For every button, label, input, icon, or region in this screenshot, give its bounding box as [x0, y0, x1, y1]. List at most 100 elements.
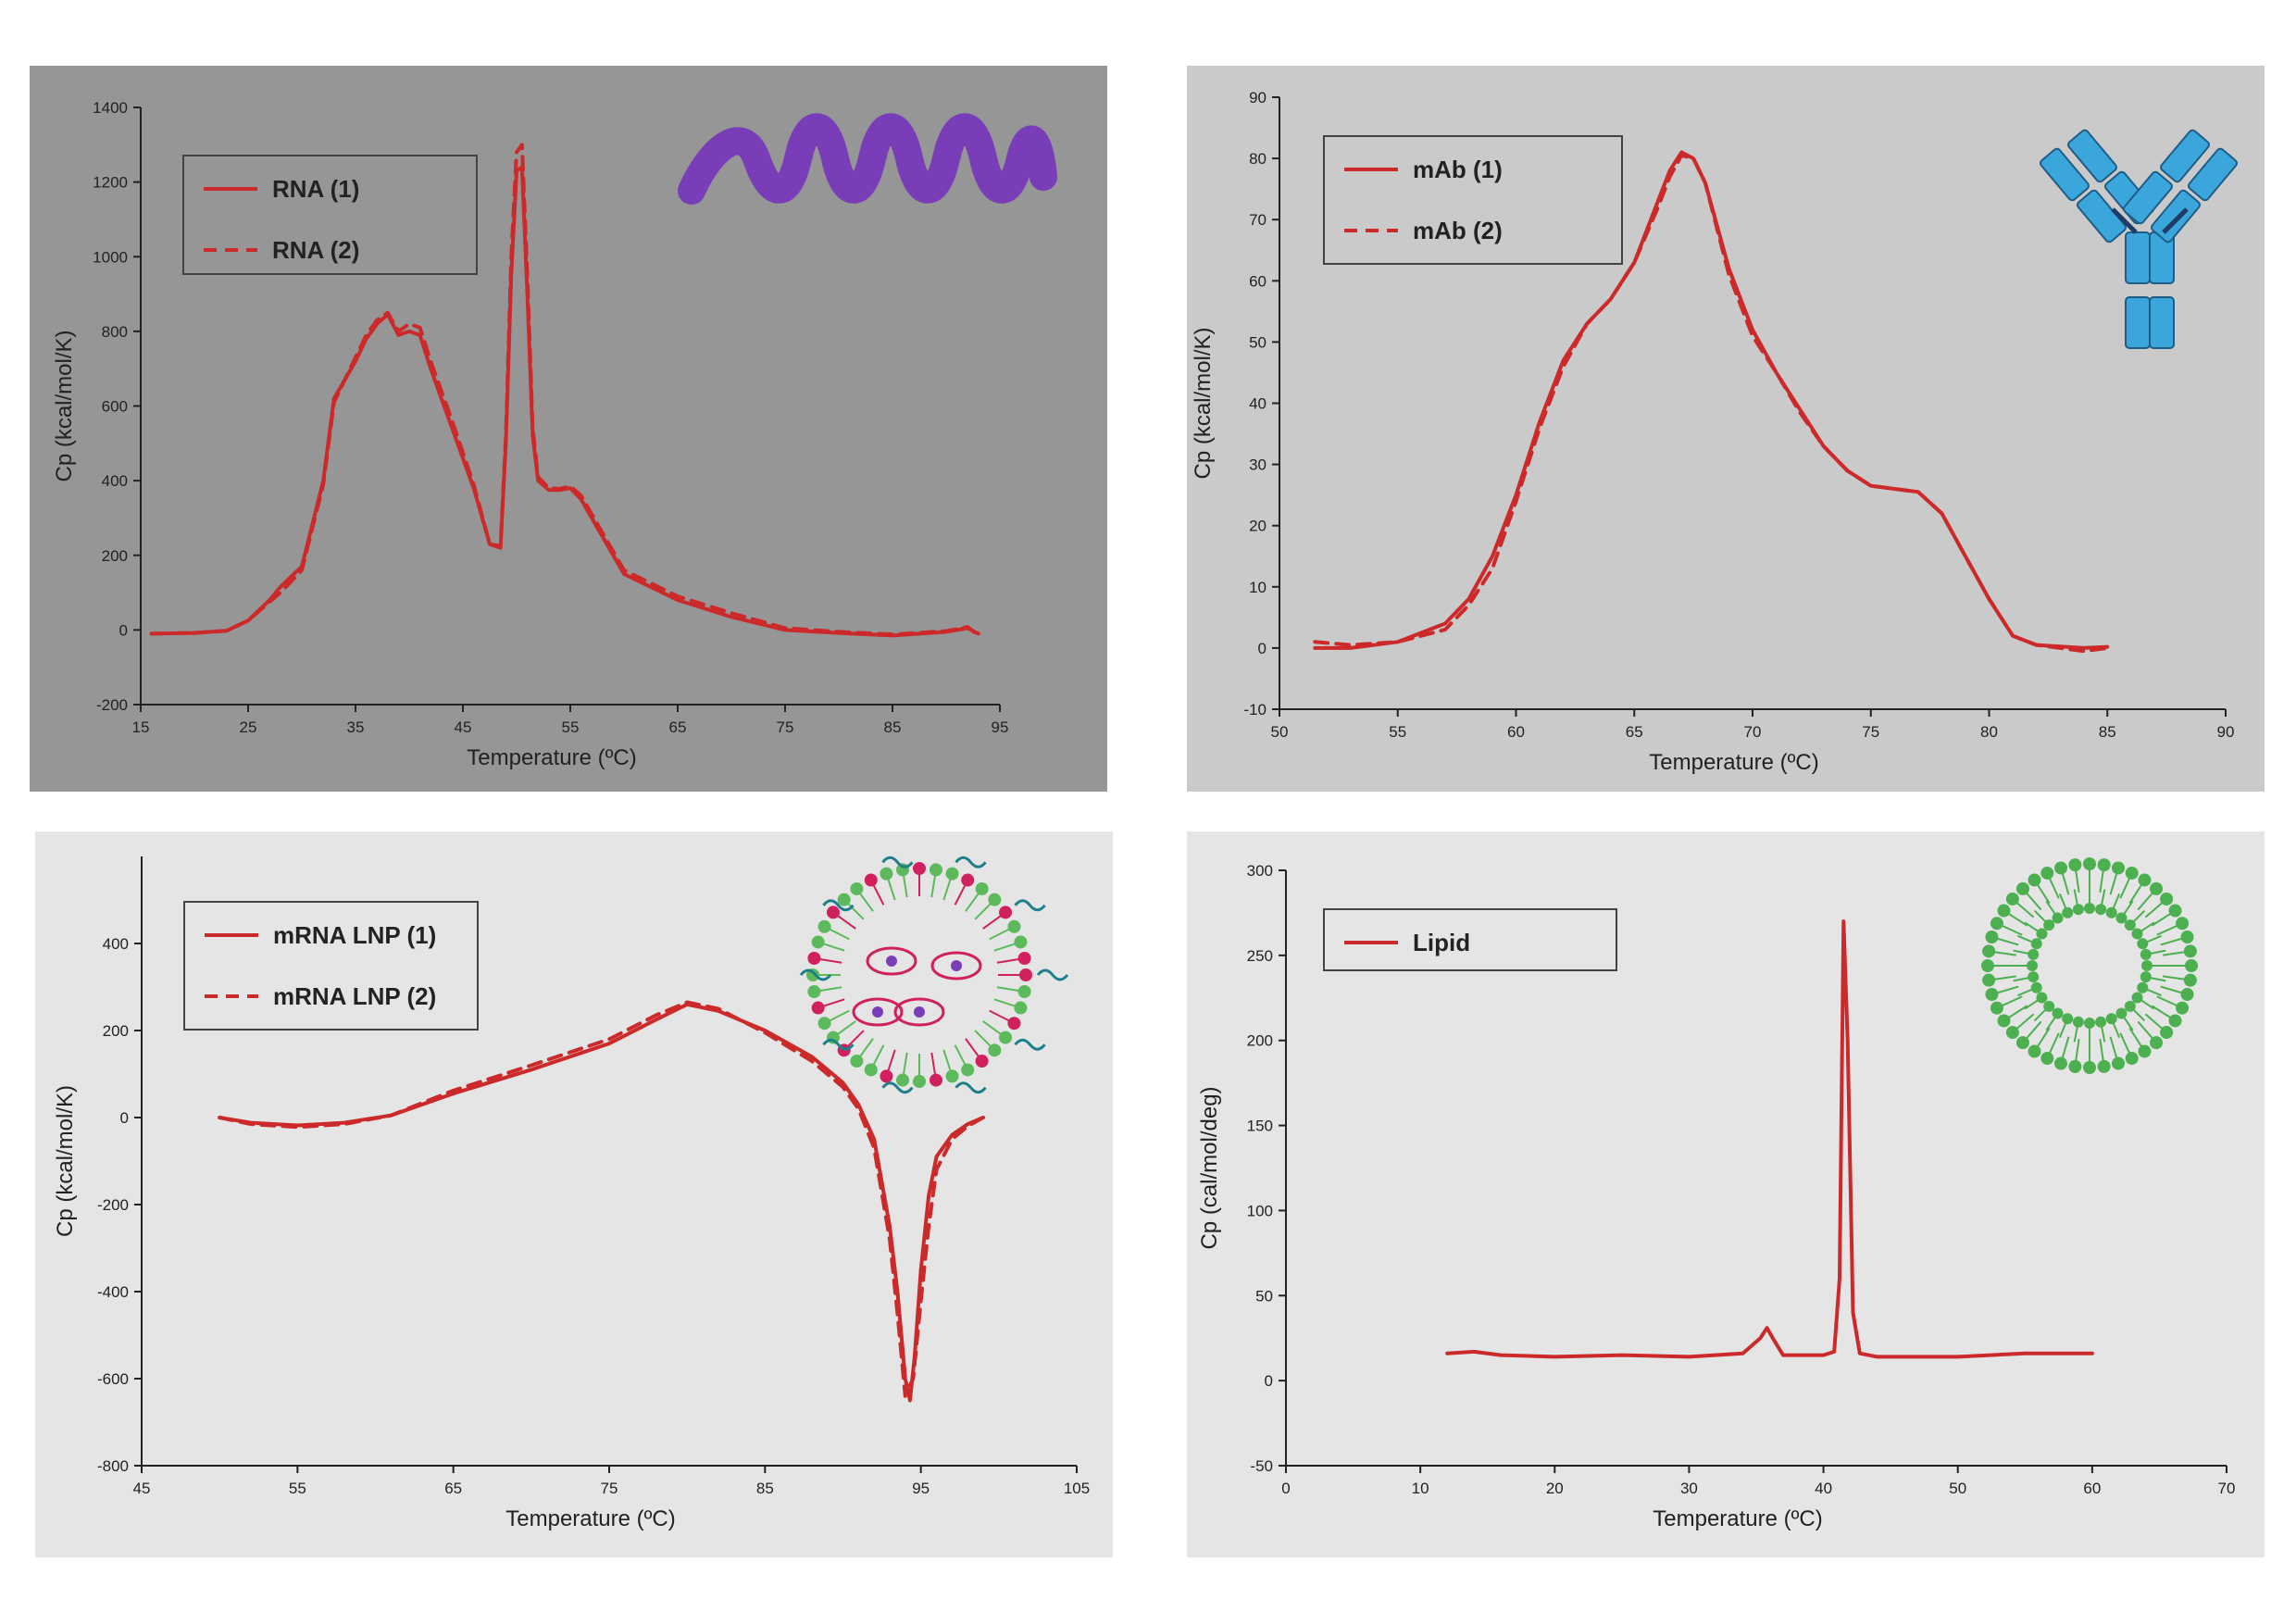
x-tick-label: 95 [992, 718, 1009, 736]
y-tick-label: 800 [102, 323, 128, 341]
legend: RNA (1) RNA (2) [182, 155, 478, 275]
y-tick-label: 70 [1249, 211, 1267, 229]
x-axis-label: Temperature (ºC) [467, 745, 636, 770]
y-tick-label: 600 [102, 398, 128, 416]
y-tick-label: 0 [120, 1109, 129, 1127]
x-tick-label: 95 [912, 1480, 930, 1497]
x-tick-label: 85 [756, 1480, 774, 1497]
y-tick-label: 250 [1247, 947, 1273, 965]
y-tick-label: 200 [1247, 1032, 1273, 1050]
x-tick-label: 85 [884, 718, 902, 736]
y-axis-label: Cp (cal/mol/deg) [1197, 1086, 1222, 1249]
x-tick-label: 45 [133, 1480, 151, 1497]
x-tick-label: 0 [1281, 1480, 1290, 1497]
y-tick-label: 200 [102, 547, 128, 565]
y-tick-label: -200 [96, 696, 128, 714]
y-tick-label: 100 [1247, 1202, 1273, 1219]
x-axis-label: Temperature (ºC) [505, 1506, 675, 1531]
x-tick-label: 55 [1389, 723, 1406, 741]
y-tick-label: 50 [1255, 1287, 1273, 1305]
chart-svg: -800 -600 -400 -200 0 200 400 45 55 65 75 85 95 105 Te… [35, 831, 1113, 1557]
legend: mRNA LNP (1) mRNA LNP (2) [183, 901, 479, 1031]
chart-svg: -50 0 50 100 150 200 250 300 0 10 20 30 40 50 60 70 Temp… [1187, 831, 2265, 1557]
y-tick-label: 40 [1249, 395, 1267, 413]
legend-label: RNA (1) [272, 175, 359, 203]
chart-svg: -10 0 10 20 30 40 50 60 70 80 90 50 55 60 65 70 75 80 85 90… [1187, 66, 2265, 792]
y-tick-label: 50 [1249, 333, 1267, 351]
series-line [218, 1000, 985, 1398]
y-tick-label: 300 [1247, 862, 1273, 880]
lipid-nanoparticle-icon [799, 856, 1069, 1094]
y-axis-label: Cp (kcal/mol/K) [53, 1085, 78, 1237]
x-tick-label: 85 [2099, 723, 2116, 741]
x-tick-label: 70 [1744, 723, 1762, 741]
y-tick-label: -400 [97, 1283, 129, 1301]
icon-layer [1981, 857, 2198, 1074]
x-tick-label: 50 [1271, 723, 1289, 741]
x-tick-label: 55 [289, 1480, 306, 1497]
x-tick-label: 45 [455, 718, 472, 736]
chart-background [1187, 831, 2265, 1557]
x-tick-label: 60 [2083, 1480, 2101, 1497]
x-tick-label: 20 [1546, 1480, 1564, 1497]
x-tick-label: 35 [347, 718, 365, 736]
series-line [1445, 919, 2094, 1359]
x-tick-label: 40 [1815, 1480, 1832, 1497]
y-tick-label: 20 [1249, 518, 1267, 535]
y-tick-label: 1400 [93, 99, 128, 117]
icon-layer [2040, 129, 2238, 349]
y-tick-label: 0 [1265, 1372, 1273, 1390]
icon-layer [678, 113, 1057, 205]
y-tick-label: -600 [97, 1370, 129, 1388]
chart-svg: -200 0 200 400 600 800 1000 1200 1400 15 25 35 45 55 6… [30, 66, 1107, 792]
y-tick-label: -800 [97, 1457, 129, 1475]
y-tick-label: 0 [1258, 640, 1267, 657]
legend-label: mAb (1) [1413, 156, 1503, 183]
x-tick-label: 25 [240, 718, 257, 736]
chart-panel-rna: -200 0 200 400 600 800 1000 1200 1400 15 25 35 45 55 6… [30, 66, 1107, 792]
x-axis-label: Temperature (ºC) [1649, 750, 1818, 775]
legend-label: mAb (2) [1413, 217, 1503, 244]
y-tick-label: 200 [103, 1022, 129, 1040]
y-axis-label: Cp (kcal/mol/K) [52, 330, 77, 481]
y-tick-label: 400 [102, 472, 128, 490]
x-tick-label: 50 [1949, 1480, 1966, 1497]
y-tick-label: 1000 [93, 248, 128, 266]
y-tick-label: 60 [1249, 272, 1267, 290]
x-axis-label: Temperature (ºC) [1653, 1506, 1822, 1531]
icon-layer [799, 856, 1069, 1094]
y-tick-label: 10 [1249, 579, 1267, 596]
legend-box [1323, 908, 1617, 971]
legend-box [182, 155, 478, 275]
chart-background [35, 831, 1113, 1557]
x-tick-label: 15 [132, 718, 150, 736]
legend-box [183, 901, 479, 1031]
y-tick-label: 1200 [93, 174, 128, 192]
x-tick-label: 105 [1064, 1480, 1090, 1497]
y-tick-label: 90 [1249, 89, 1267, 106]
x-tick-label: 70 [2218, 1480, 2236, 1497]
x-tick-label: 60 [1507, 723, 1525, 741]
legend-label: Lipid [1413, 929, 1470, 956]
legend: Lipid [1323, 908, 1617, 971]
rna-strand-icon [678, 113, 1057, 205]
x-tick-label: 10 [1412, 1480, 1429, 1497]
x-tick-label: 75 [777, 718, 794, 736]
y-tick-label: -10 [1243, 701, 1267, 718]
liposome-icon [1981, 857, 2198, 1074]
y-tick-label: 0 [119, 621, 128, 639]
antibody-icon [2040, 129, 2238, 349]
x-tick-label: 80 [1980, 723, 1998, 741]
series-line [149, 143, 980, 638]
legend-label: RNA (2) [272, 236, 359, 264]
x-tick-label: 55 [562, 718, 580, 736]
chart-panel-lipid: -50 0 50 100 150 200 250 300 0 10 20 30 40 50 60 70 Temp… [1187, 831, 2265, 1557]
y-tick-label: 400 [103, 935, 129, 953]
series-line [1313, 153, 2110, 654]
y-tick-label: 150 [1247, 1118, 1273, 1135]
y-tick-label: 30 [1249, 456, 1267, 474]
x-tick-label: 90 [2217, 723, 2235, 741]
y-tick-label: 80 [1249, 150, 1267, 168]
legend: mAb (1) mAb (2) [1323, 135, 1623, 265]
legend-label: mRNA LNP (2) [273, 982, 436, 1010]
